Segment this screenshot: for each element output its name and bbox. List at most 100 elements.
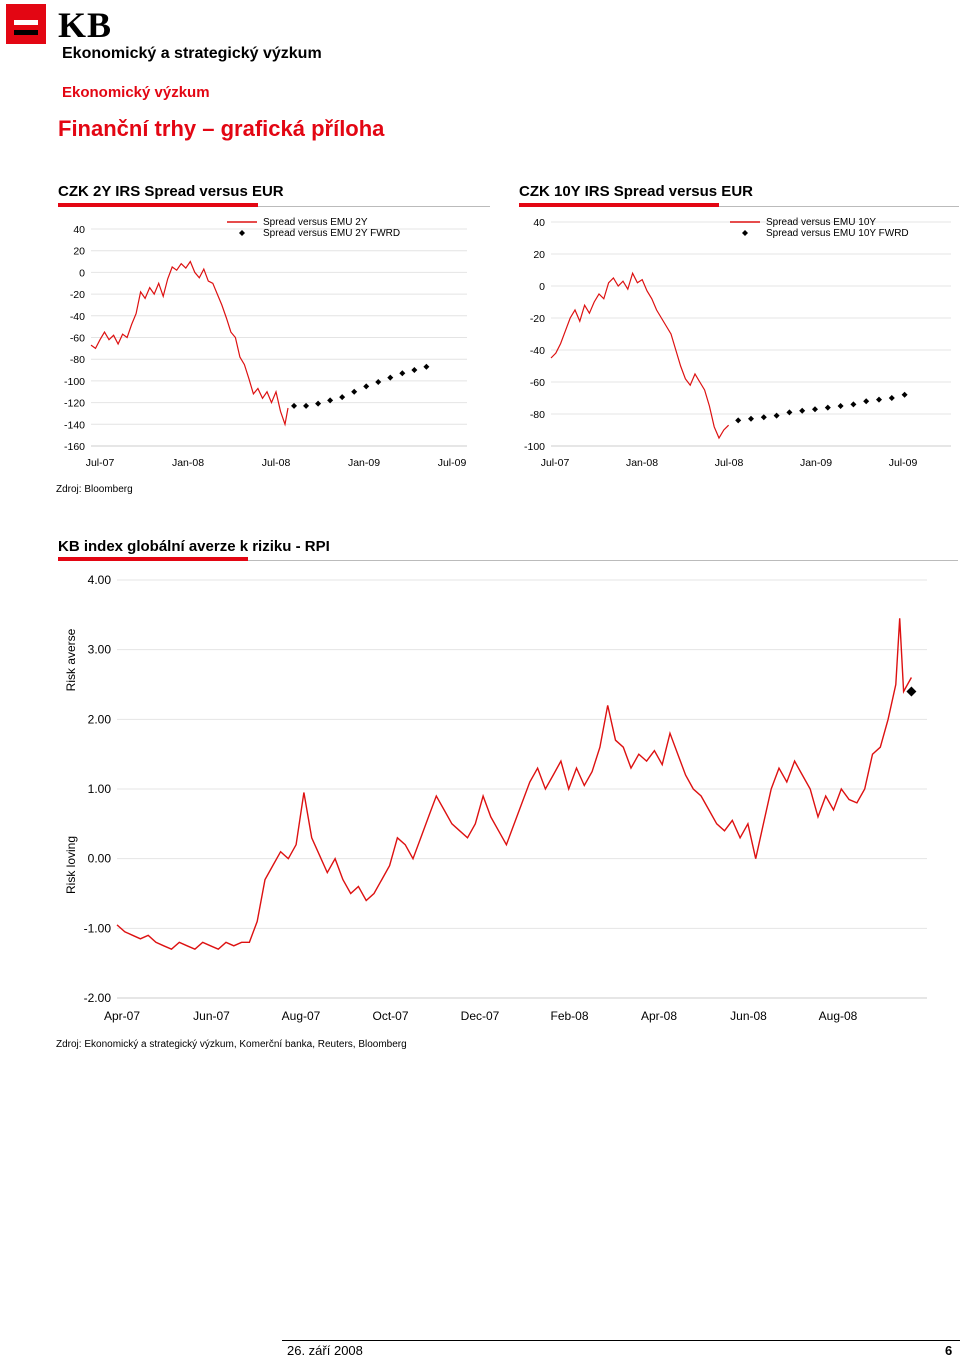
series-line <box>550 271 730 440</box>
fwrd-point <box>760 414 767 421</box>
left-title-thin-rule <box>258 206 490 207</box>
right-title-rule <box>519 203 719 207</box>
y-tick-label: 1.00 <box>88 782 112 796</box>
y-tick-label: 3.00 <box>88 643 112 657</box>
y-annotations: Risk averse Risk loving <box>64 628 78 894</box>
x-tick-label: Jul-08 <box>715 457 744 469</box>
y-tick-label: -2.00 <box>84 991 112 1005</box>
legend-label: Spread versus EMU 10Y <box>766 217 876 228</box>
department-heading: Ekonomický a strategický výzkum <box>62 45 322 62</box>
kb-logo-mark <box>6 4 46 44</box>
subdepartment-heading: Ekonomický výzkum <box>62 84 210 101</box>
x-tick-label: Aug-07 <box>282 1009 321 1023</box>
y-tick-label: -20 <box>70 289 85 301</box>
y-tick-label: 0.00 <box>88 852 112 866</box>
logo-black-bar <box>14 30 38 35</box>
x-tick-label: Jan-09 <box>348 457 380 469</box>
fwrd-point <box>735 417 742 424</box>
y-tick-label: -60 <box>70 333 85 345</box>
legend-swatch-marker <box>742 230 748 236</box>
left-chart-title: CZK 2Y IRS Spread versus EUR <box>58 183 284 200</box>
footer-date: 26. září 2008 <box>287 1343 363 1358</box>
fwrd-point <box>799 407 806 414</box>
x-tick-label: Aug-08 <box>819 1009 858 1023</box>
fwrd-point <box>339 394 346 401</box>
y-tick-label: -60 <box>530 377 545 389</box>
x-tick-label: Feb-08 <box>550 1009 588 1023</box>
fwrd-point <box>876 396 882 403</box>
y-tick-label: 4.00 <box>88 573 112 587</box>
x-tick-label: Oct-07 <box>372 1009 408 1023</box>
source-top: Zdroj: Bloomberg <box>56 484 133 495</box>
y-tick-label: -20 <box>530 313 545 325</box>
fwrd-point <box>850 401 857 408</box>
fwrd-point <box>291 402 298 409</box>
y-tick-label: -1.00 <box>84 921 112 935</box>
y-tick-labels: 40 20 0 -20 -40 -60 -80 -100 <box>524 217 545 453</box>
x-tick-label: Jul-08 <box>262 457 291 469</box>
x-tick-label: Apr-08 <box>641 1009 677 1023</box>
fwrd-point <box>351 388 358 395</box>
chart-2y-spread: 40 20 0 -20 -40 -60 -80 -100 -120 -140 -160 Jul-07… <box>64 217 467 469</box>
y-tick-label: -80 <box>530 409 545 421</box>
x-tick-label: Jul-09 <box>438 457 467 469</box>
x-tick-label: Jan-08 <box>626 457 658 469</box>
x-tick-label: Apr-07 <box>104 1009 140 1023</box>
legend-label: Spread versus EMU 2Y <box>263 217 368 228</box>
series-group <box>550 271 908 440</box>
y-tick-label: 20 <box>533 249 545 261</box>
y-annotation: Risk averse <box>64 628 78 691</box>
x-tick-label: Jan-08 <box>172 457 204 469</box>
fwrd-point <box>888 395 895 401</box>
series-line <box>116 618 913 951</box>
y-tick-label: 2.00 <box>88 712 112 726</box>
x-tick-label: Jan-09 <box>800 457 832 469</box>
y-tick-label: -40 <box>70 311 85 323</box>
right-title-thin-rule <box>719 206 959 207</box>
y-tick-label: -100 <box>64 376 85 388</box>
source-bottom: Zdroj: Ekonomický a strategický výzkum, … <box>56 1039 407 1050</box>
fwrd-point <box>303 402 310 409</box>
series-line <box>90 260 289 427</box>
fwrd-point <box>411 367 418 374</box>
y-tick-label: 20 <box>73 246 85 258</box>
y-tick-label: -100 <box>524 441 545 453</box>
y-tick-label: 0 <box>79 267 85 279</box>
y-tick-labels: 40 20 0 -20 -40 -60 -80 -100 -120 -140 -160 <box>64 224 85 453</box>
chart-rpi: 4.00 3.00 2.00 1.00 0.00 -1.00 -2.00 Apr-07 Jun… <box>64 573 927 1023</box>
left-title-rule <box>58 203 258 207</box>
fwrd-point <box>423 363 430 370</box>
page-title: Finanční trhy – grafická příloha <box>58 116 385 141</box>
bottom-title-thin-rule <box>248 560 958 561</box>
footer-rule <box>282 1340 960 1341</box>
fwrd-point <box>375 378 382 385</box>
right-chart-title: CZK 10Y IRS Spread versus EUR <box>519 183 753 200</box>
fwrd-point <box>863 398 870 405</box>
chart-10y-spread: 40 20 0 -20 -40 -60 -80 -100 Jul-07 Jan-08 Jul-08… <box>524 217 951 469</box>
fwrd-point <box>315 400 322 407</box>
fwrd-point <box>906 686 917 697</box>
y-tick-label: -120 <box>64 398 85 410</box>
y-tick-labels: 4.00 3.00 2.00 1.00 0.00 -1.00 -2.00 <box>84 573 112 1005</box>
fwrd-point <box>812 406 818 413</box>
series-group <box>116 618 917 951</box>
fwrd-point <box>399 370 406 377</box>
x-tick-label: Jul-09 <box>889 457 918 469</box>
x-tick-labels: Jul-07 Jan-08 Jul-08 Jan-09 Jul-09 <box>86 457 467 469</box>
x-tick-labels: Apr-07 Jun-07 Aug-07 Oct-07 Dec-07 Feb-08 Apr-… <box>104 1009 858 1023</box>
x-tick-label: Dec-07 <box>461 1009 500 1023</box>
fwrd-point <box>837 403 844 409</box>
kb-logo-text: KB <box>58 5 113 45</box>
y-tick-label: -80 <box>70 354 85 366</box>
bottom-chart-title: KB index globální averze k riziku - RPI <box>58 538 330 555</box>
legend-swatch-marker <box>239 230 245 236</box>
grid-lines <box>551 221 951 447</box>
fwrd-point <box>901 391 908 398</box>
y-tick-label: -140 <box>64 419 85 431</box>
series-group <box>90 260 430 427</box>
fwrd-point <box>773 412 780 419</box>
x-tick-label: Jul-07 <box>86 457 115 469</box>
y-tick-label: 40 <box>533 217 545 229</box>
